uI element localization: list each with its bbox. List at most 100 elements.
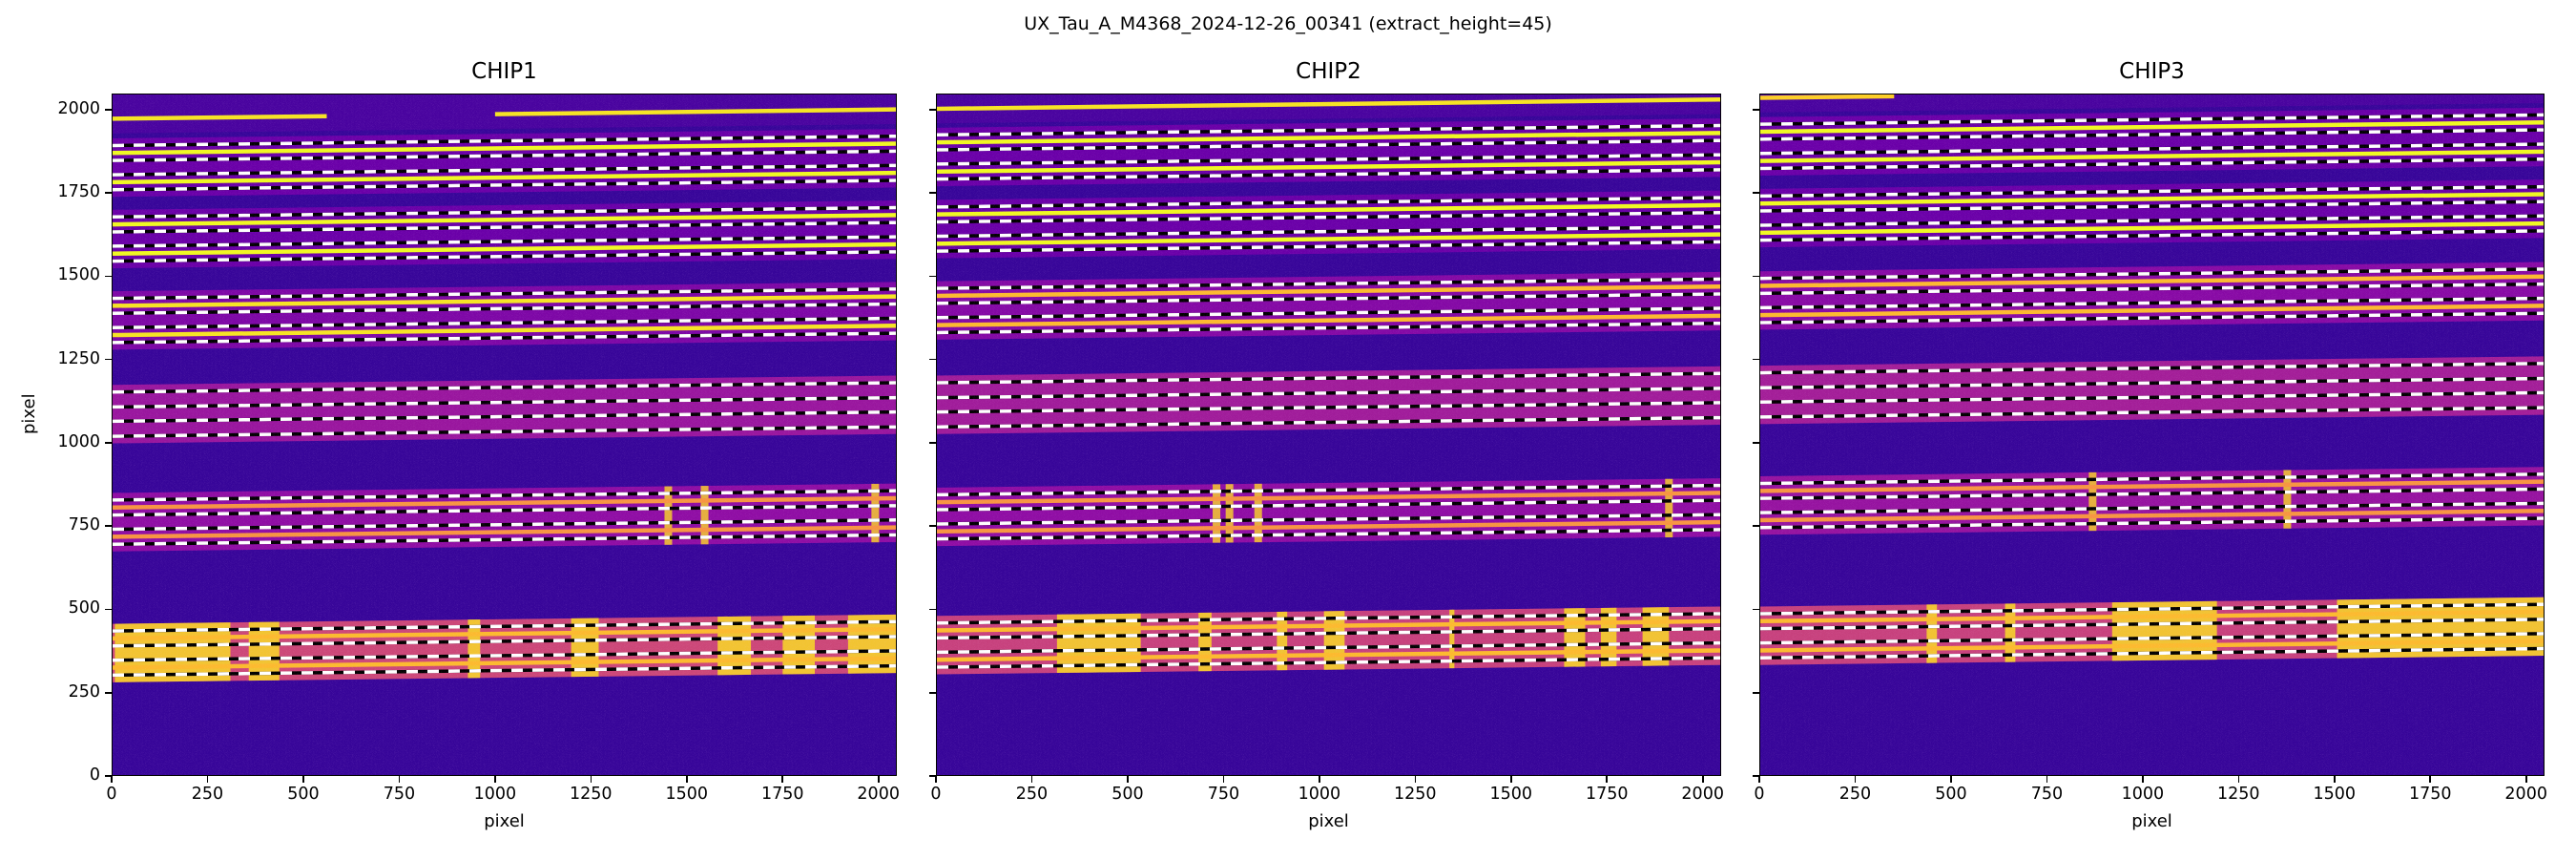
x-tick-mark [2333, 776, 2336, 783]
y-tick-label: 250 [68, 681, 100, 702]
axes-chip1 [112, 94, 897, 776]
y-tick-mark [1753, 442, 1759, 444]
x-tick-mark [1414, 776, 1417, 783]
y-axis-label: pixel [19, 393, 39, 434]
y-tick-mark [929, 275, 936, 278]
x-tick-label: 0 [1754, 785, 1765, 804]
x-tick-label: 250 [1839, 785, 1872, 804]
y-tick-mark [105, 192, 112, 194]
y-tick-mark [105, 691, 112, 694]
y-tick-label: 1000 [57, 431, 100, 451]
x-tick-mark [2046, 776, 2048, 783]
x-tick-label: 1750 [2408, 785, 2452, 804]
y-tick-mark [929, 608, 936, 611]
y-tick-mark [105, 358, 112, 361]
x-tick-mark [1319, 776, 1320, 783]
y-tick-mark [1753, 525, 1759, 527]
x-tick-mark [935, 776, 937, 783]
y-tick-mark [105, 275, 112, 278]
x-tick-label: 2000 [857, 785, 900, 804]
y-tick-mark [929, 525, 936, 527]
x-tick-mark [1606, 776, 1609, 783]
y-tick-mark [1753, 608, 1759, 611]
x-tick-label: 250 [1015, 785, 1049, 804]
y-tick-mark [929, 691, 936, 694]
x-tick-label: 750 [2030, 785, 2064, 804]
x-tick-mark [1758, 776, 1760, 783]
x-tick-mark [1509, 776, 1512, 783]
x-tick-mark [398, 776, 401, 783]
x-tick-mark [1030, 776, 1033, 783]
x-tick-mark [302, 776, 304, 783]
x-tick-label: 1500 [665, 785, 709, 804]
y-tick-label: 1750 [57, 182, 100, 202]
axes-chip2 [936, 94, 1721, 776]
x-tick-mark [685, 776, 688, 783]
x-tick-label: 0 [930, 785, 942, 804]
y-tick-mark [929, 108, 936, 111]
x-axis-label-chip3: pixel [2131, 811, 2172, 831]
y-tick-mark [105, 525, 112, 527]
image-chip3 [1760, 94, 2544, 775]
x-tick-label: 1000 [473, 785, 517, 804]
figure-title: UX_Tau_A_M4368_2024-12-26_00341 (extract… [1024, 13, 1552, 34]
x-tick-mark [206, 776, 209, 783]
x-tick-label: 500 [287, 785, 320, 804]
x-tick-mark [494, 776, 496, 783]
x-tick-label: 1500 [2313, 785, 2357, 804]
y-tick-mark [1753, 108, 1759, 111]
x-tick-mark [2524, 776, 2527, 783]
panel-title-chip1: CHIP1 [471, 59, 537, 84]
x-tick-label: 1750 [760, 785, 804, 804]
x-tick-mark [2237, 776, 2240, 783]
x-tick-mark [1854, 776, 1857, 783]
x-tick-mark [590, 776, 592, 783]
x-tick-label: 0 [106, 785, 117, 804]
noise-texture [937, 94, 1720, 775]
x-tick-label: 1250 [2217, 785, 2260, 804]
panel-title-chip3: CHIP3 [2119, 59, 2185, 84]
y-tick-mark [929, 358, 936, 361]
y-tick-mark [105, 608, 112, 611]
y-tick-mark [1753, 775, 1759, 777]
y-tick-mark [1753, 691, 1759, 694]
y-tick-mark [105, 442, 112, 444]
y-tick-label: 2000 [57, 98, 100, 118]
y-tick-mark [1753, 192, 1759, 194]
y-tick-label: 1500 [57, 265, 100, 285]
y-tick-label: 0 [89, 765, 100, 785]
y-tick-mark [1753, 275, 1759, 278]
x-tick-label: 1750 [1585, 785, 1629, 804]
panel-title-chip2: CHIP2 [1296, 59, 1361, 84]
x-tick-label: 500 [1935, 785, 1967, 804]
x-tick-label: 1000 [1298, 785, 1341, 804]
x-tick-label: 1500 [1489, 785, 1533, 804]
x-tick-label: 1250 [570, 785, 613, 804]
y-tick-mark [929, 775, 936, 777]
x-tick-mark [2429, 776, 2432, 783]
image-chip2 [937, 94, 1720, 775]
y-tick-label: 500 [68, 598, 100, 618]
y-tick-mark [929, 442, 936, 444]
x-tick-label: 2000 [2504, 785, 2547, 804]
x-tick-label: 1000 [2121, 785, 2165, 804]
y-tick-mark [1753, 358, 1759, 361]
y-tick-mark [105, 775, 112, 777]
x-axis-label-chip2: pixel [1308, 811, 1349, 831]
x-tick-label: 750 [1207, 785, 1240, 804]
y-tick-label: 1250 [57, 348, 100, 368]
y-tick-label: 750 [68, 515, 100, 535]
noise-texture [1760, 94, 2544, 775]
x-tick-mark [2142, 776, 2144, 783]
x-tick-mark [111, 776, 113, 783]
x-axis-label-chip1: pixel [484, 811, 525, 831]
x-tick-mark [1127, 776, 1129, 783]
x-tick-mark [781, 776, 784, 783]
x-tick-label: 500 [1111, 785, 1144, 804]
axes-chip3 [1759, 94, 2545, 776]
noise-texture [113, 94, 896, 775]
y-tick-mark [105, 108, 112, 111]
x-tick-mark [1222, 776, 1225, 783]
x-tick-mark [1950, 776, 1952, 783]
x-tick-label: 750 [383, 785, 416, 804]
